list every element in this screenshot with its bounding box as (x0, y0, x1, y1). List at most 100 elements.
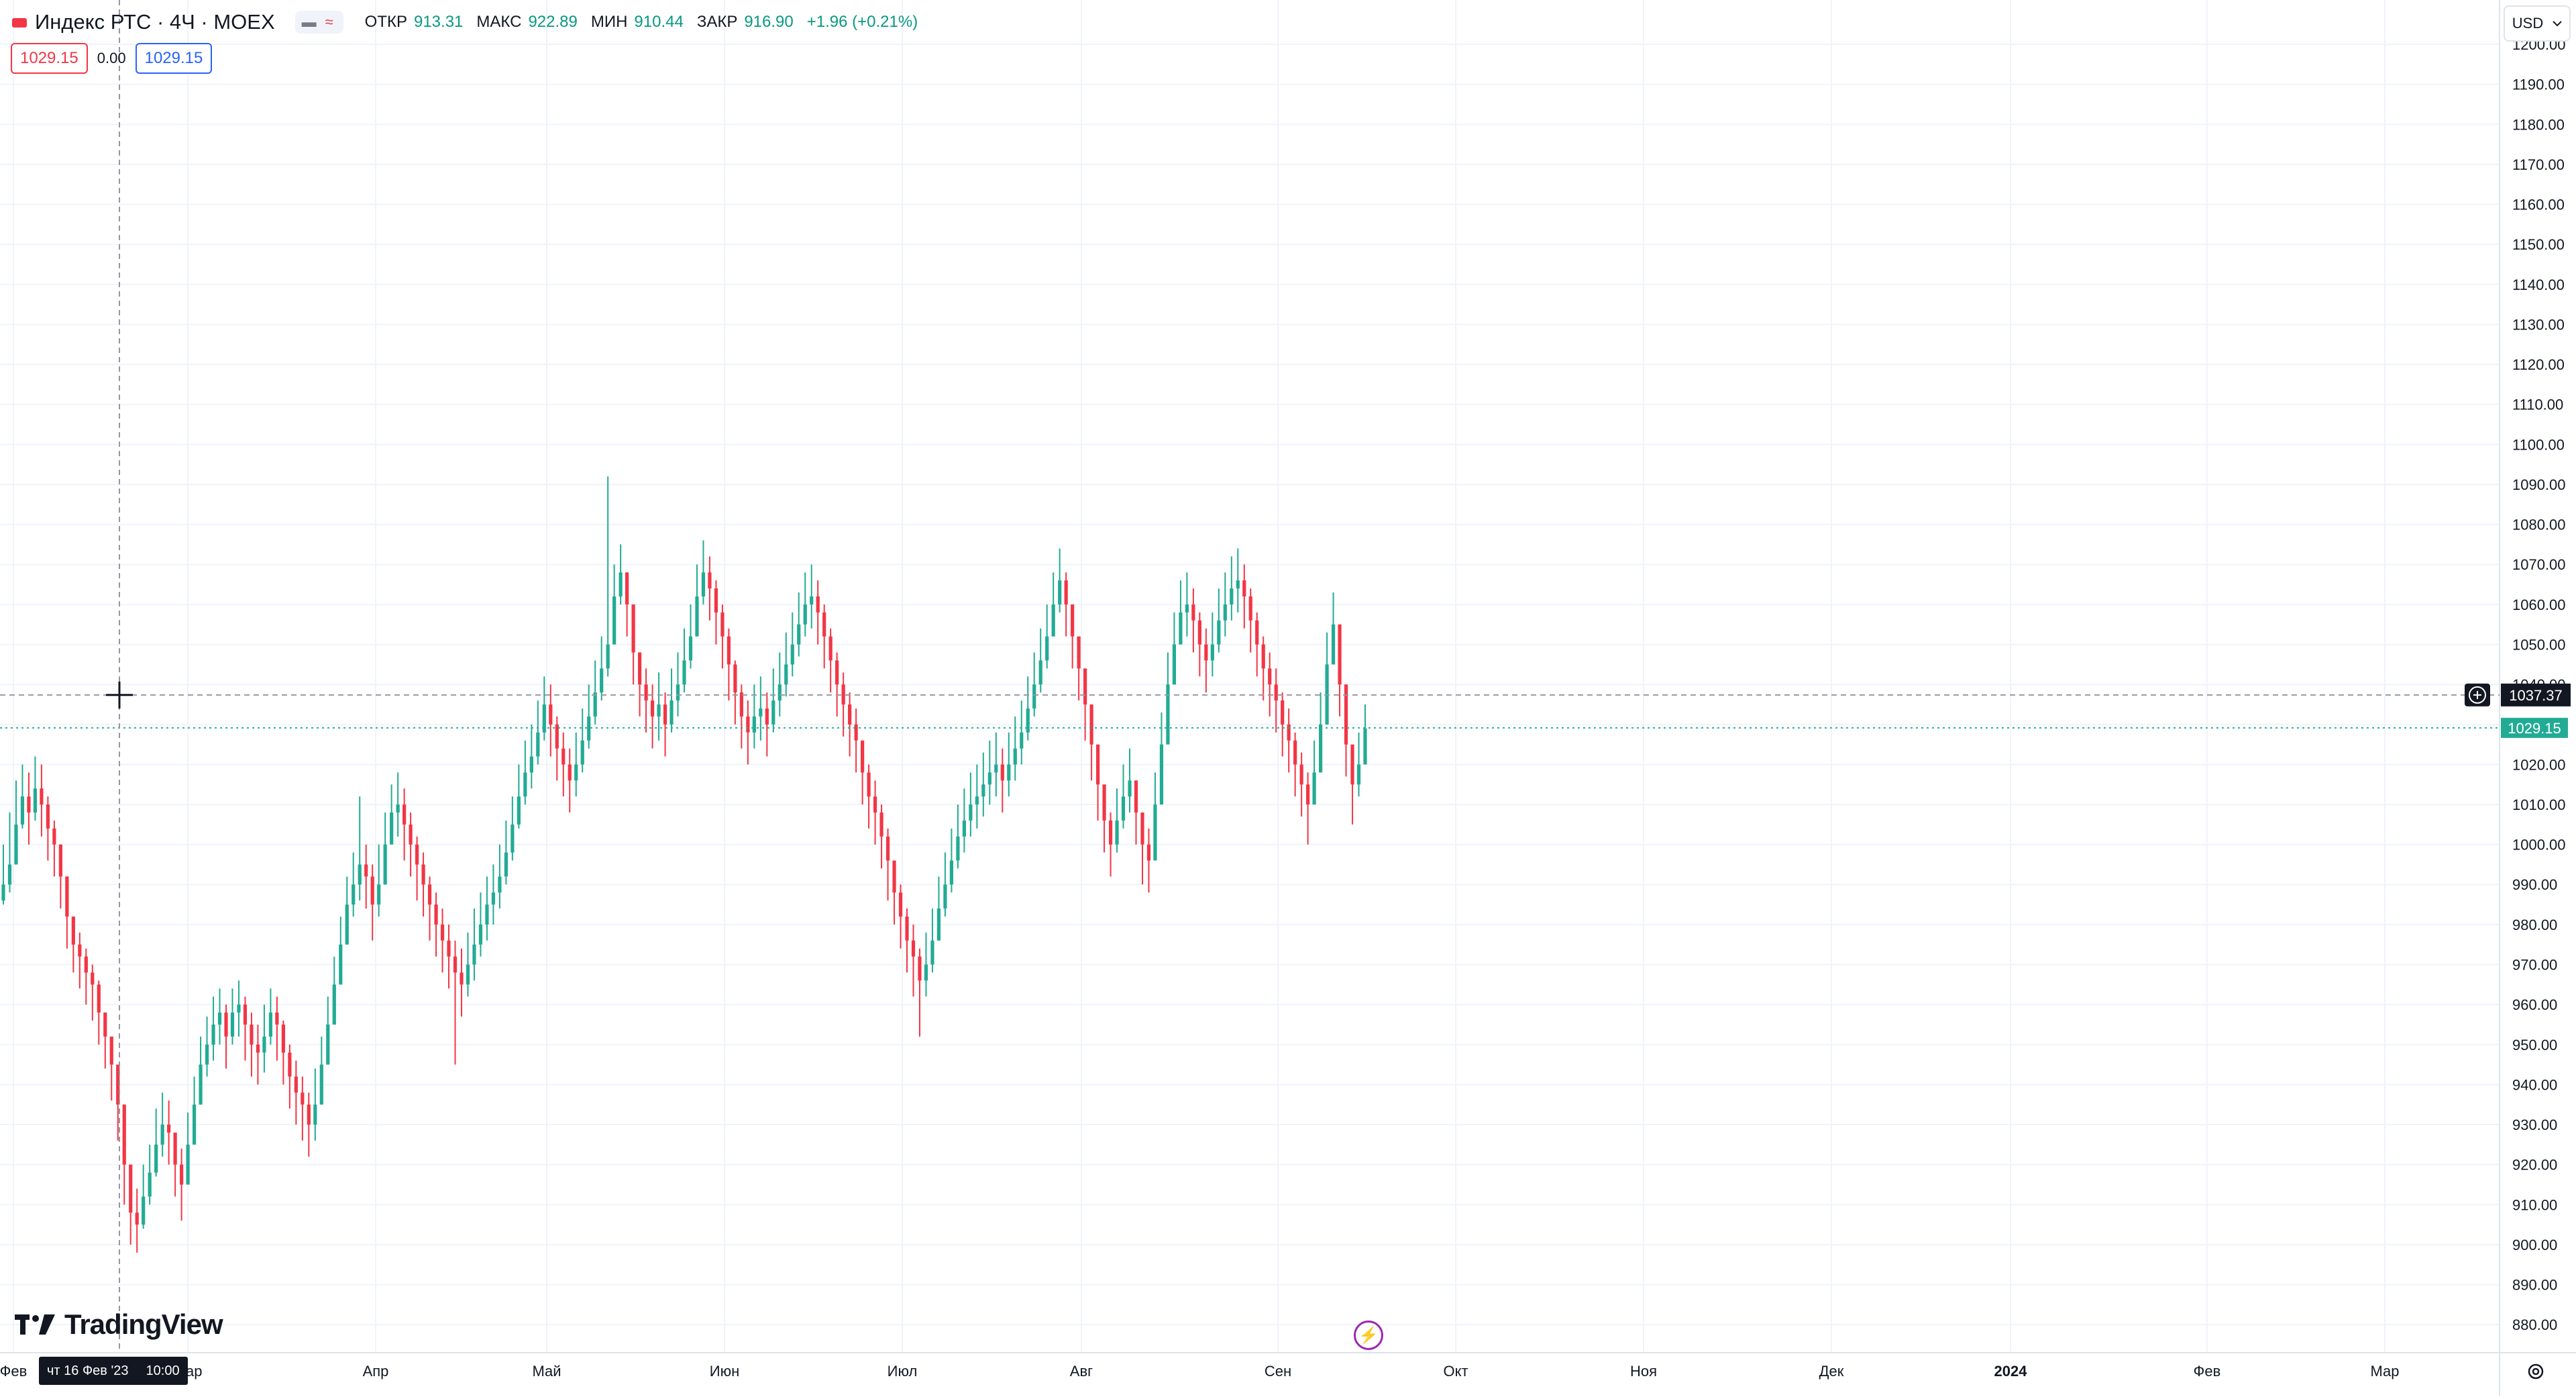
candle-body (1140, 812, 1144, 845)
mode-chip[interactable]: ▬ ≈ (294, 11, 343, 34)
candle-body (969, 804, 973, 821)
gear-icon[interactable] (2524, 1359, 2548, 1384)
ohlc-high-key: МАКС (476, 13, 522, 31)
candle-body (262, 1036, 266, 1053)
candle-body (1095, 744, 1100, 785)
y-tick-label: 1010.00 (2512, 796, 2566, 813)
candle-body (27, 796, 31, 813)
x-tick-label: Дек (1819, 1363, 1844, 1380)
bar-mode-icon[interactable]: ▬ (301, 13, 317, 30)
y-tick-label: 1160.00 (2512, 197, 2565, 213)
candle-body (307, 1104, 311, 1125)
candle-body (682, 660, 686, 685)
candle-body (427, 884, 432, 905)
candle-body (994, 764, 998, 773)
candle-body (1026, 708, 1030, 733)
candle-body (1268, 668, 1272, 685)
candle-body (701, 572, 706, 597)
candle-body (1153, 804, 1157, 861)
ohlc-close-key: ЗАКР (696, 13, 738, 31)
candle-body (1020, 732, 1024, 749)
candle-body (1146, 844, 1151, 861)
candle-body (1242, 580, 1246, 597)
ohlc-change-value: +1.96 (+0.21%) (806, 13, 918, 31)
candle-body (561, 748, 566, 765)
tradingview-logo[interactable]: TradingView (15, 1308, 223, 1341)
candle-body (440, 924, 445, 941)
x-tick-label: Фев (0, 1363, 27, 1380)
buy-price-button[interactable]: 1029.15 (135, 43, 213, 74)
candle-body (835, 660, 839, 685)
candle-body (390, 812, 394, 845)
candle-body (1045, 636, 1049, 661)
ohlc-open-key: ОТКР (364, 13, 407, 31)
candle-body (14, 824, 18, 865)
candle-body (173, 1132, 177, 1165)
y-tick-label: 910.00 (2512, 1196, 2557, 1213)
candle-body (631, 604, 635, 653)
candle-body (542, 704, 546, 733)
candle-body (20, 796, 25, 825)
candle-body (1071, 604, 1075, 637)
y-tick-label: 1070.00 (2512, 556, 2566, 573)
candle-body (1102, 784, 1106, 821)
ohlc-values: ОТКР 913.31 МАКС 922.89 МИН 910.44 ЗАКР 916.… (365, 13, 925, 32)
candle-body (1312, 772, 1316, 805)
candle-body (1179, 612, 1183, 645)
x-tick-label: Фев (2194, 1363, 2221, 1380)
candle-body (892, 860, 896, 893)
candle-body (498, 876, 502, 893)
y-tick-label: 1170.00 (2512, 156, 2565, 173)
candle-body (460, 972, 464, 985)
candle-body (657, 704, 661, 717)
candle-body (339, 944, 343, 985)
candle-body (352, 884, 356, 905)
candle-body (848, 704, 852, 725)
candle-body (1261, 644, 1265, 669)
candle-body (491, 892, 496, 905)
candle-body (695, 596, 699, 637)
y-tick-label: 1000.00 (2512, 837, 2566, 853)
candle-body (644, 684, 648, 701)
lightning-icon[interactable]: ⚡ (1354, 1320, 1383, 1350)
y-tick-label: 1120.00 (2512, 356, 2565, 373)
candle-body (129, 1164, 133, 1213)
candle-body (708, 572, 712, 588)
logo-text: TradingView (64, 1308, 223, 1340)
candle-body (714, 588, 718, 613)
y-tick-label: 1140.00 (2512, 276, 2565, 293)
candle-body (905, 916, 909, 941)
candle-body (1007, 764, 1011, 781)
candle-body (1064, 580, 1068, 605)
y-tick-label: 1090.00 (2512, 476, 2566, 493)
candle-body (1, 884, 5, 901)
candle-body (1108, 820, 1113, 845)
crosshair-time-label: чт 16 Фев '23 10:00 (39, 1357, 188, 1385)
sell-price-button[interactable]: 1029.15 (11, 43, 88, 74)
candle-body (370, 876, 374, 905)
currency-button[interactable]: USD (2504, 5, 2571, 42)
wave-mode-icon[interactable]: ≈ (325, 13, 333, 30)
candle-body (434, 904, 438, 925)
candle-body (784, 664, 788, 685)
last-price-tag (2501, 717, 2568, 738)
y-tick-label: 980.00 (2512, 917, 2557, 933)
candle-body (777, 684, 782, 701)
y-tick-label: 1110.00 (2512, 397, 2563, 413)
candle-body (1274, 684, 1278, 701)
y-tick-label: 990.00 (2512, 876, 2557, 893)
x-tick-label: Окт (1443, 1363, 1468, 1380)
candle-body (720, 612, 724, 637)
candle-body (281, 1024, 285, 1053)
symbol-title[interactable]: Индекс РТС · 4Ч · MOEX (35, 10, 275, 34)
candle-body (1038, 660, 1042, 685)
candle-body (1338, 624, 1342, 685)
y-tick-label: 890.00 (2512, 1277, 2557, 1294)
candle-body (771, 700, 775, 725)
x-tick-label: 2024 (1994, 1363, 2028, 1380)
candle-body (179, 1164, 184, 1185)
y-tick-label: 1080.00 (2512, 517, 2566, 533)
plus-circle-icon[interactable] (2469, 686, 2486, 704)
